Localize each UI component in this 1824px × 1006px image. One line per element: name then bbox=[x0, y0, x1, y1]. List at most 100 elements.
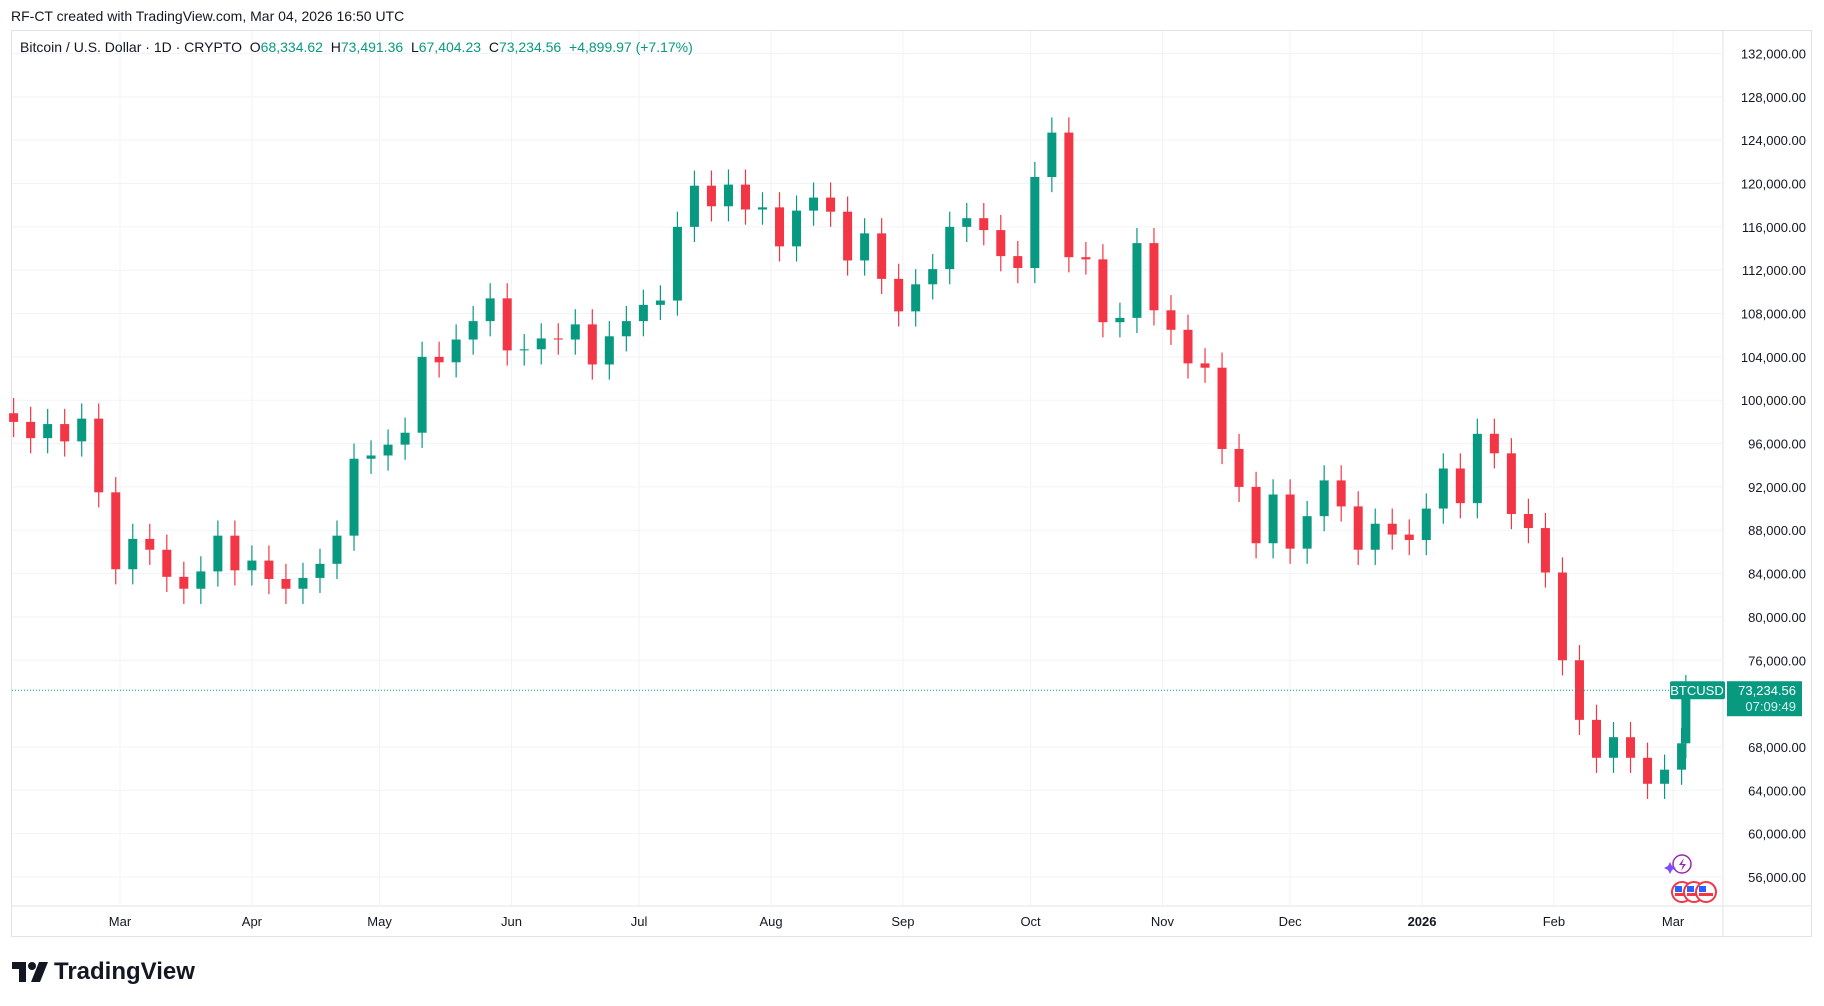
x-tick-label: Apr bbox=[242, 914, 263, 929]
candle-body bbox=[826, 197, 836, 212]
candle-body bbox=[247, 560, 257, 571]
flag-stripe bbox=[1675, 893, 1689, 896]
x-tick-label: Nov bbox=[1151, 914, 1175, 929]
candle-body bbox=[1030, 177, 1040, 269]
flag-canton bbox=[1687, 886, 1694, 892]
candle-body bbox=[792, 210, 802, 247]
candle-body bbox=[672, 226, 682, 301]
candle-body bbox=[1540, 528, 1550, 573]
tradingview-logo-icon bbox=[12, 962, 48, 982]
open-value: 68,334.62 bbox=[260, 39, 323, 55]
x-tick-label: Dec bbox=[1279, 914, 1303, 929]
y-tick-label: 108,000.00 bbox=[1741, 307, 1806, 322]
candle-body bbox=[894, 278, 904, 312]
candle-body bbox=[162, 549, 172, 577]
candle-body bbox=[1047, 132, 1057, 178]
x-tick-label: Jun bbox=[501, 914, 522, 929]
y-tick-label: 96,000.00 bbox=[1748, 437, 1806, 452]
candle-body bbox=[264, 560, 274, 579]
candle-body bbox=[485, 298, 495, 322]
candle-body bbox=[1098, 259, 1108, 323]
candle-body bbox=[706, 185, 716, 207]
x-tick-label: 2026 bbox=[1408, 914, 1437, 929]
x-tick-label: May bbox=[367, 914, 392, 929]
candle-body bbox=[1217, 367, 1227, 449]
y-tick-label: 76,000.00 bbox=[1748, 653, 1806, 668]
ohlc-legend: Bitcoin / U.S. Dollar · 1D · CRYPTO O68,… bbox=[20, 39, 693, 55]
close-value: 73,234.56 bbox=[498, 39, 562, 55]
candle-body bbox=[196, 571, 206, 589]
candle-body bbox=[9, 413, 19, 422]
y-tick-label: 124,000.00 bbox=[1741, 133, 1806, 148]
candle-body bbox=[1200, 363, 1210, 368]
candle-body bbox=[638, 304, 648, 322]
candle-body bbox=[689, 185, 699, 227]
high-value: 73,491.36 bbox=[340, 39, 404, 55]
candle-body bbox=[1064, 132, 1074, 258]
low-label: L bbox=[410, 39, 419, 55]
candle-body bbox=[43, 424, 53, 439]
candle-body bbox=[536, 338, 546, 350]
candle-body bbox=[843, 211, 853, 261]
candle-body bbox=[349, 458, 359, 536]
low-value: 67,404.23 bbox=[418, 39, 482, 55]
candle-body bbox=[400, 432, 410, 445]
candle-body bbox=[315, 563, 325, 578]
candle-body bbox=[230, 535, 240, 571]
y-tick-label: 80,000.00 bbox=[1748, 610, 1806, 625]
y-tick-label: 116,000.00 bbox=[1742, 220, 1806, 235]
x-tick-label: Sep bbox=[891, 914, 914, 929]
high-label: H bbox=[330, 39, 341, 55]
candle-body bbox=[145, 538, 155, 550]
candle-body bbox=[979, 218, 989, 231]
candle-body bbox=[451, 339, 461, 363]
candle-body bbox=[928, 269, 938, 285]
logo-text: TradingView bbox=[54, 958, 195, 985]
y-tick-label: 68,000.00 bbox=[1748, 740, 1806, 755]
y-tick-label: 56,000.00 bbox=[1748, 870, 1806, 885]
candle-body bbox=[809, 197, 819, 211]
ticker-tag bbox=[1670, 681, 1725, 700]
close-label: C bbox=[488, 39, 499, 55]
y-tick-label: 128,000.00 bbox=[1741, 90, 1806, 105]
x-tick-label: Mar bbox=[1662, 914, 1685, 929]
candle-body bbox=[213, 535, 223, 572]
x-tick-label: Aug bbox=[759, 914, 782, 929]
candle-body bbox=[383, 444, 393, 456]
y-tick-label: 88,000.00 bbox=[1748, 523, 1806, 538]
candle-body bbox=[996, 230, 1006, 257]
candle-body bbox=[1319, 480, 1329, 517]
candle-body bbox=[1626, 737, 1636, 758]
candle-body bbox=[26, 421, 36, 439]
tradingview-logo: TradingView bbox=[12, 958, 195, 986]
change-value: +4,899.97 (+7.17%) bbox=[569, 39, 693, 55]
candle-body bbox=[1421, 508, 1431, 540]
candle-body bbox=[655, 300, 665, 305]
candle-body bbox=[775, 207, 785, 247]
candle-body bbox=[1115, 317, 1125, 323]
candle-body bbox=[1013, 256, 1023, 269]
y-tick-label: 60,000.00 bbox=[1748, 827, 1806, 842]
candle-body bbox=[1489, 433, 1499, 454]
candle-body bbox=[1455, 468, 1465, 504]
candle-body bbox=[1681, 690, 1691, 744]
candle-body bbox=[911, 284, 921, 312]
candle-body bbox=[1643, 757, 1653, 784]
candle-body bbox=[1132, 243, 1142, 318]
x-tick-label: Oct bbox=[1020, 914, 1041, 929]
candle-body bbox=[1438, 468, 1448, 509]
candle-body bbox=[1387, 523, 1397, 535]
candle-body bbox=[860, 233, 870, 261]
y-tick-label: 132,000.00 bbox=[1741, 47, 1806, 62]
flag-stripe bbox=[1687, 893, 1701, 896]
candle-body bbox=[1285, 494, 1295, 549]
candle-body bbox=[1302, 516, 1312, 549]
candle-body bbox=[519, 349, 529, 351]
candle-body bbox=[1609, 737, 1619, 758]
x-tick-label: Jul bbox=[631, 914, 648, 929]
bar-countdown: 07:09:49 bbox=[1745, 699, 1796, 714]
candle-body bbox=[179, 576, 189, 589]
flag-canton bbox=[1699, 886, 1706, 892]
candle-body bbox=[1472, 433, 1482, 504]
